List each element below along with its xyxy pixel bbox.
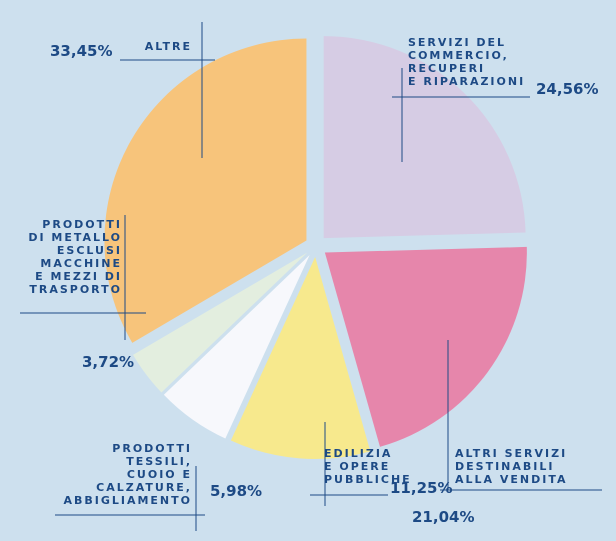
slice-label: EDILIZIA E OPERE PUBBLICHE: [324, 447, 412, 486]
value-label: 24,56%: [536, 80, 599, 98]
pie-slice: [324, 246, 527, 447]
pie-slice: [133, 252, 308, 393]
slice-label: PRODOTTI DI METALLO ESCLUSI MACCHINE E M…: [28, 218, 122, 296]
slice-label: PRODOTTI TESSILI, CUOIO E CALZATURE, ABB…: [63, 442, 192, 507]
value-label: 21,04%: [412, 508, 475, 526]
value-label: 11,25%: [390, 479, 453, 497]
value-label: 3,72%: [82, 353, 135, 371]
slice-label: ALTRE: [144, 40, 192, 53]
pie-slice: [104, 38, 307, 343]
value-label: 33,45%: [50, 42, 113, 60]
slice-label: SERVIZI DEL COMMERCIO, RECUPERI E RIPARA…: [408, 36, 526, 88]
pie-slice: [323, 36, 526, 239]
value-label: 5,98%: [210, 482, 263, 500]
pie-slice: [163, 254, 310, 439]
pie-slice: [230, 256, 371, 459]
slice-label: ALTRI SERVIZI DESTINABILI ALLA VENDITA: [455, 447, 568, 486]
